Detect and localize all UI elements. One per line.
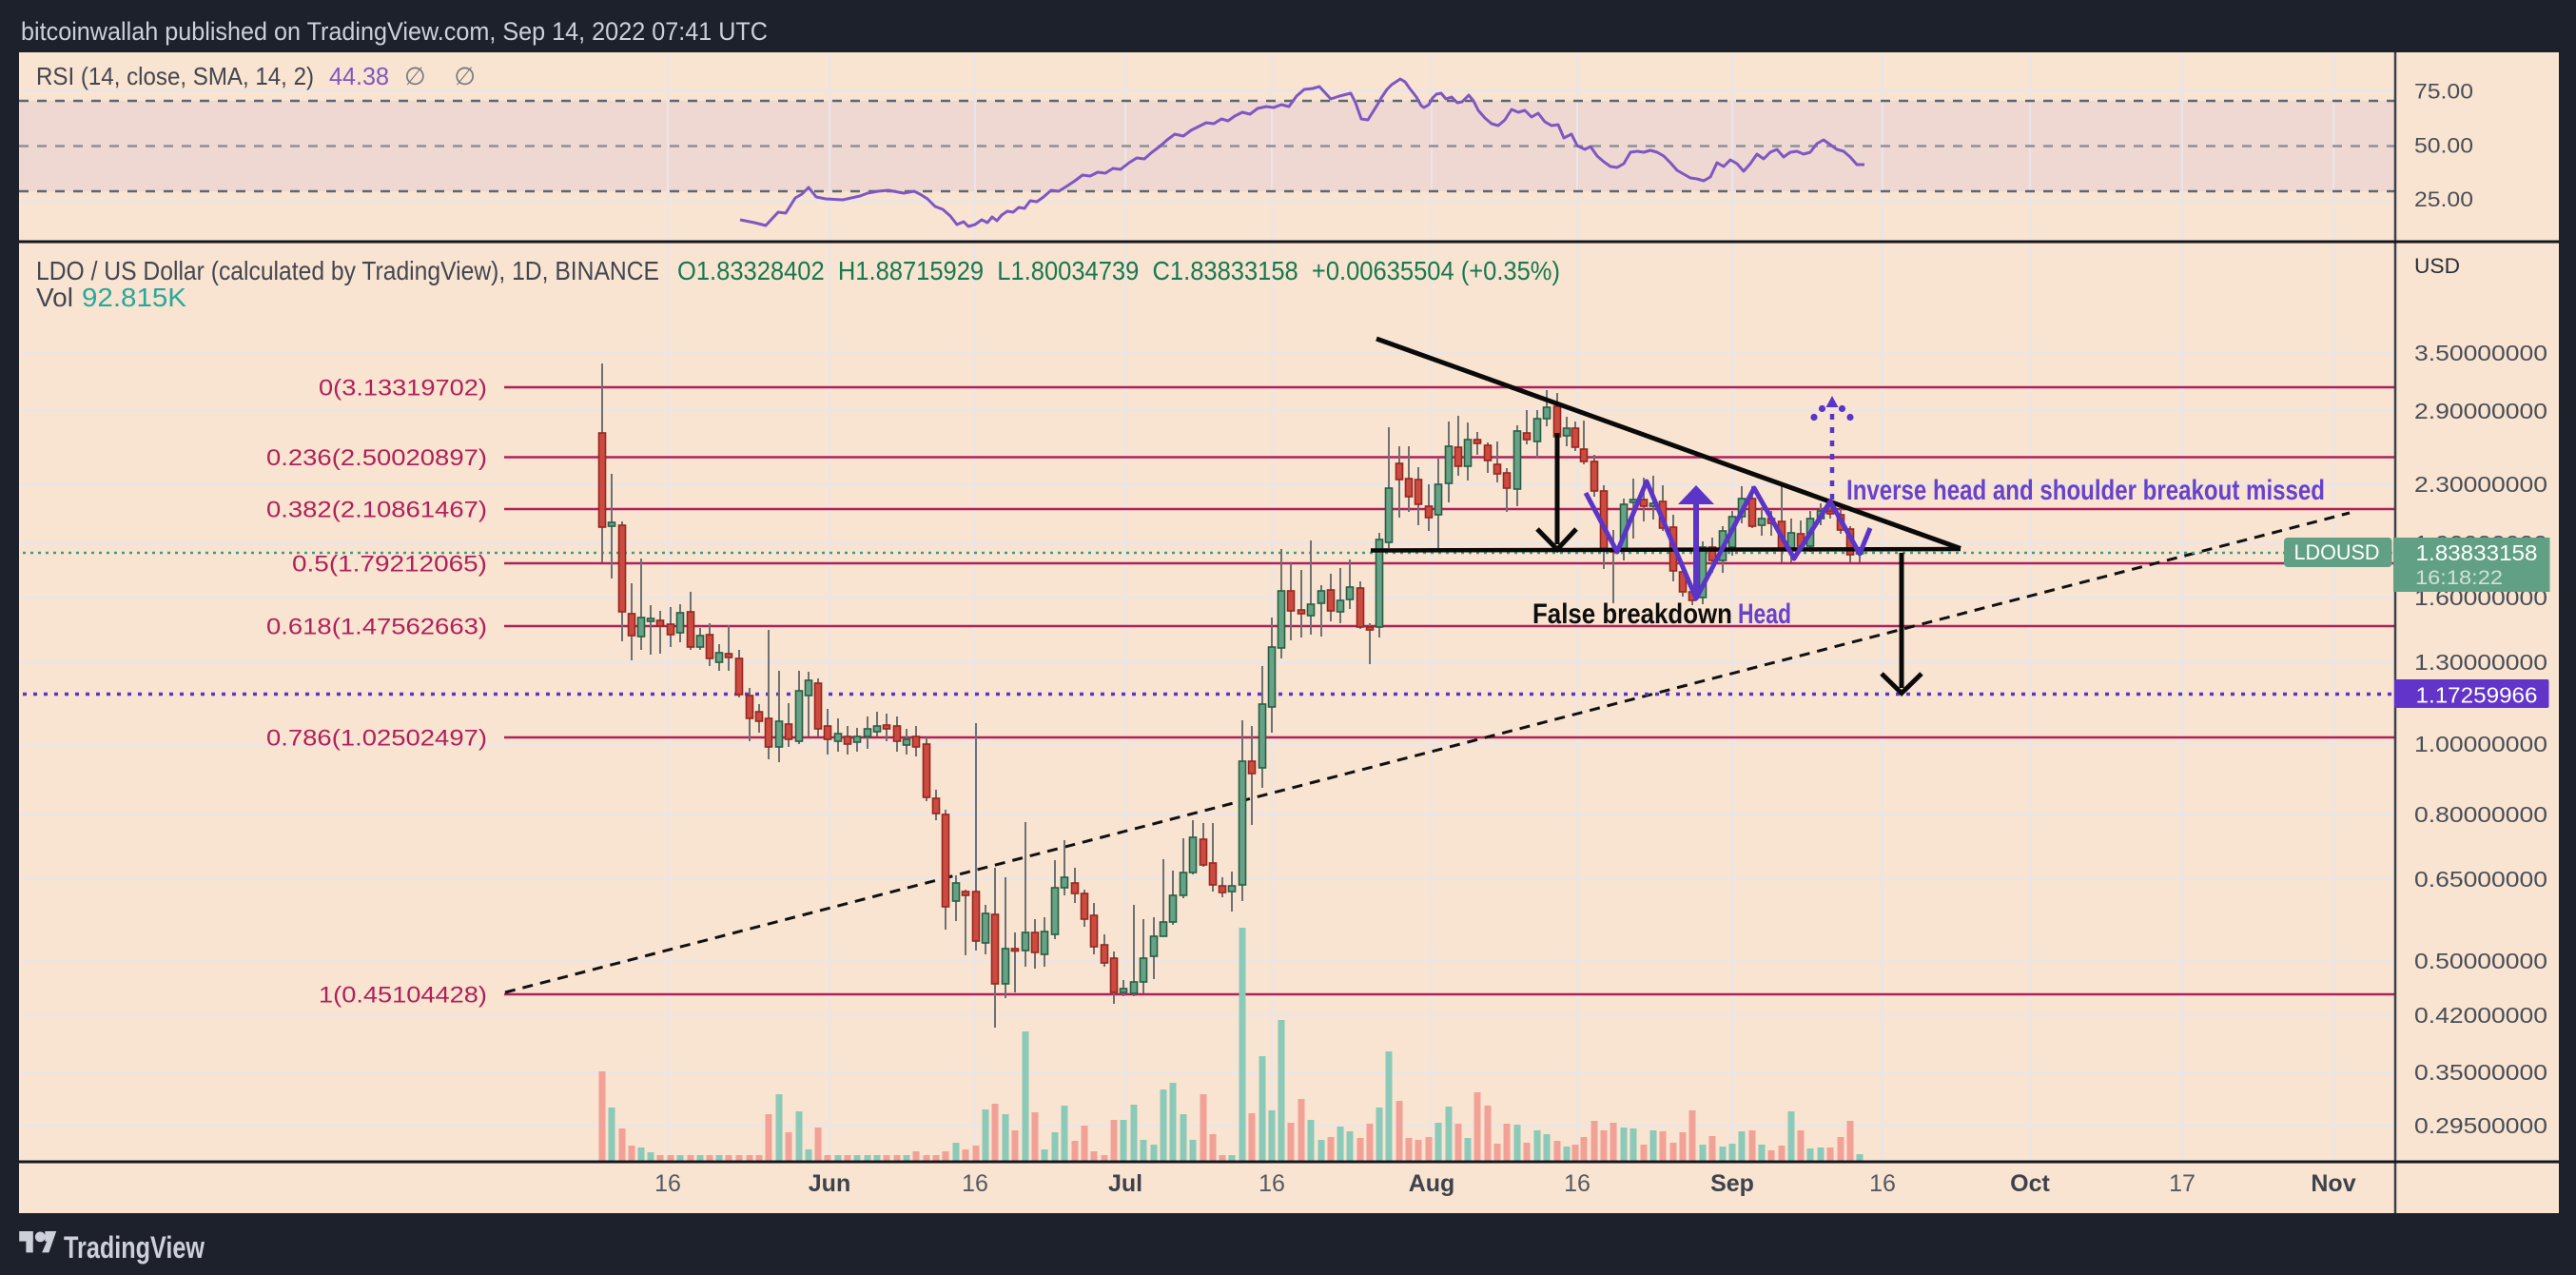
- svg-text:16: 16: [1869, 1170, 1896, 1197]
- svg-text:92.815K: 92.815K: [82, 283, 186, 312]
- svg-text:16: 16: [1259, 1170, 1285, 1197]
- svg-text:17: 17: [2169, 1170, 2195, 1197]
- svg-text:Head: Head: [1738, 598, 1791, 630]
- svg-text:O1.83328402 H1.88715929 L1.8: O1.83328402 H1.88715929 L1.80034739 C1.8…: [677, 256, 1560, 285]
- svg-text:∅ ∅: ∅ ∅: [404, 62, 478, 90]
- svg-text:50.00: 50.00: [2414, 134, 2473, 158]
- svg-text:1.00000000: 1.00000000: [2414, 732, 2547, 756]
- svg-text:0.5(1.79212065): 0.5(1.79212065): [292, 552, 487, 578]
- svg-text:Sep: Sep: [1710, 1170, 1754, 1197]
- svg-text:1(0.45104428): 1(0.45104428): [319, 983, 487, 1009]
- svg-text:0.35000000: 0.35000000: [2414, 1060, 2547, 1085]
- svg-text:0.29500000: 0.29500000: [2414, 1113, 2547, 1138]
- svg-text:0.618(1.47562663): 0.618(1.47562663): [266, 615, 487, 640]
- svg-text:3.50000000: 3.50000000: [2414, 341, 2547, 365]
- svg-text:LDOUSD: LDOUSD: [2294, 540, 2380, 564]
- svg-text:RSI (14, close, SMA, 14, 2): RSI (14, close, SMA, 14, 2): [36, 62, 314, 90]
- svg-text:1.83833158: 1.83833158: [2416, 540, 2538, 565]
- svg-text:25.00: 25.00: [2414, 187, 2473, 211]
- svg-text:0.50000000: 0.50000000: [2414, 949, 2547, 973]
- svg-text:2.30000000: 2.30000000: [2414, 472, 2547, 497]
- svg-text:Inverse head and shoulder brea: Inverse head and shoulder breakout misse…: [1846, 475, 2325, 506]
- svg-text:16:18:22: 16:18:22: [2415, 567, 2503, 589]
- svg-text:USD: USD: [2414, 254, 2460, 278]
- svg-text:1.30000000: 1.30000000: [2414, 650, 2547, 675]
- svg-text:0.65000000: 0.65000000: [2414, 867, 2547, 892]
- svg-text:Vol: Vol: [36, 283, 73, 312]
- svg-text:0.786(1.02502497): 0.786(1.02502497): [266, 726, 487, 752]
- svg-text:bitcoinwallah published on Tra: bitcoinwallah published on TradingView.c…: [21, 17, 768, 46]
- svg-text:0.42000000: 0.42000000: [2414, 1003, 2547, 1028]
- svg-text:Aug: Aug: [1409, 1170, 1455, 1197]
- svg-text:16: 16: [962, 1170, 988, 1197]
- svg-text:2.90000000: 2.90000000: [2414, 399, 2547, 423]
- svg-text:0(3.13319702): 0(3.13319702): [319, 376, 487, 402]
- svg-text:Oct: Oct: [2010, 1170, 2050, 1197]
- svg-text:75.00: 75.00: [2414, 80, 2473, 104]
- svg-text:44.38: 44.38: [329, 62, 389, 90]
- svg-text:0.236(2.50020897): 0.236(2.50020897): [266, 445, 487, 471]
- svg-text:0.80000000: 0.80000000: [2414, 802, 2547, 827]
- svg-text:Jul: Jul: [1108, 1170, 1142, 1197]
- svg-text:16: 16: [1564, 1170, 1590, 1197]
- svg-text:16: 16: [654, 1170, 681, 1197]
- svg-text:TradingView: TradingView: [64, 1230, 205, 1265]
- svg-text:False breakdown: False breakdown: [1532, 598, 1732, 630]
- svg-text:LDO / US Dollar (calculated by: LDO / US Dollar (calculated by TradingVi…: [36, 256, 659, 285]
- svg-text:1.17259966: 1.17259966: [2416, 683, 2538, 708]
- svg-text:0.382(2.10861467): 0.382(2.10861467): [266, 498, 487, 523]
- svg-text:Nov: Nov: [2311, 1170, 2355, 1197]
- svg-text:Jun: Jun: [809, 1170, 850, 1197]
